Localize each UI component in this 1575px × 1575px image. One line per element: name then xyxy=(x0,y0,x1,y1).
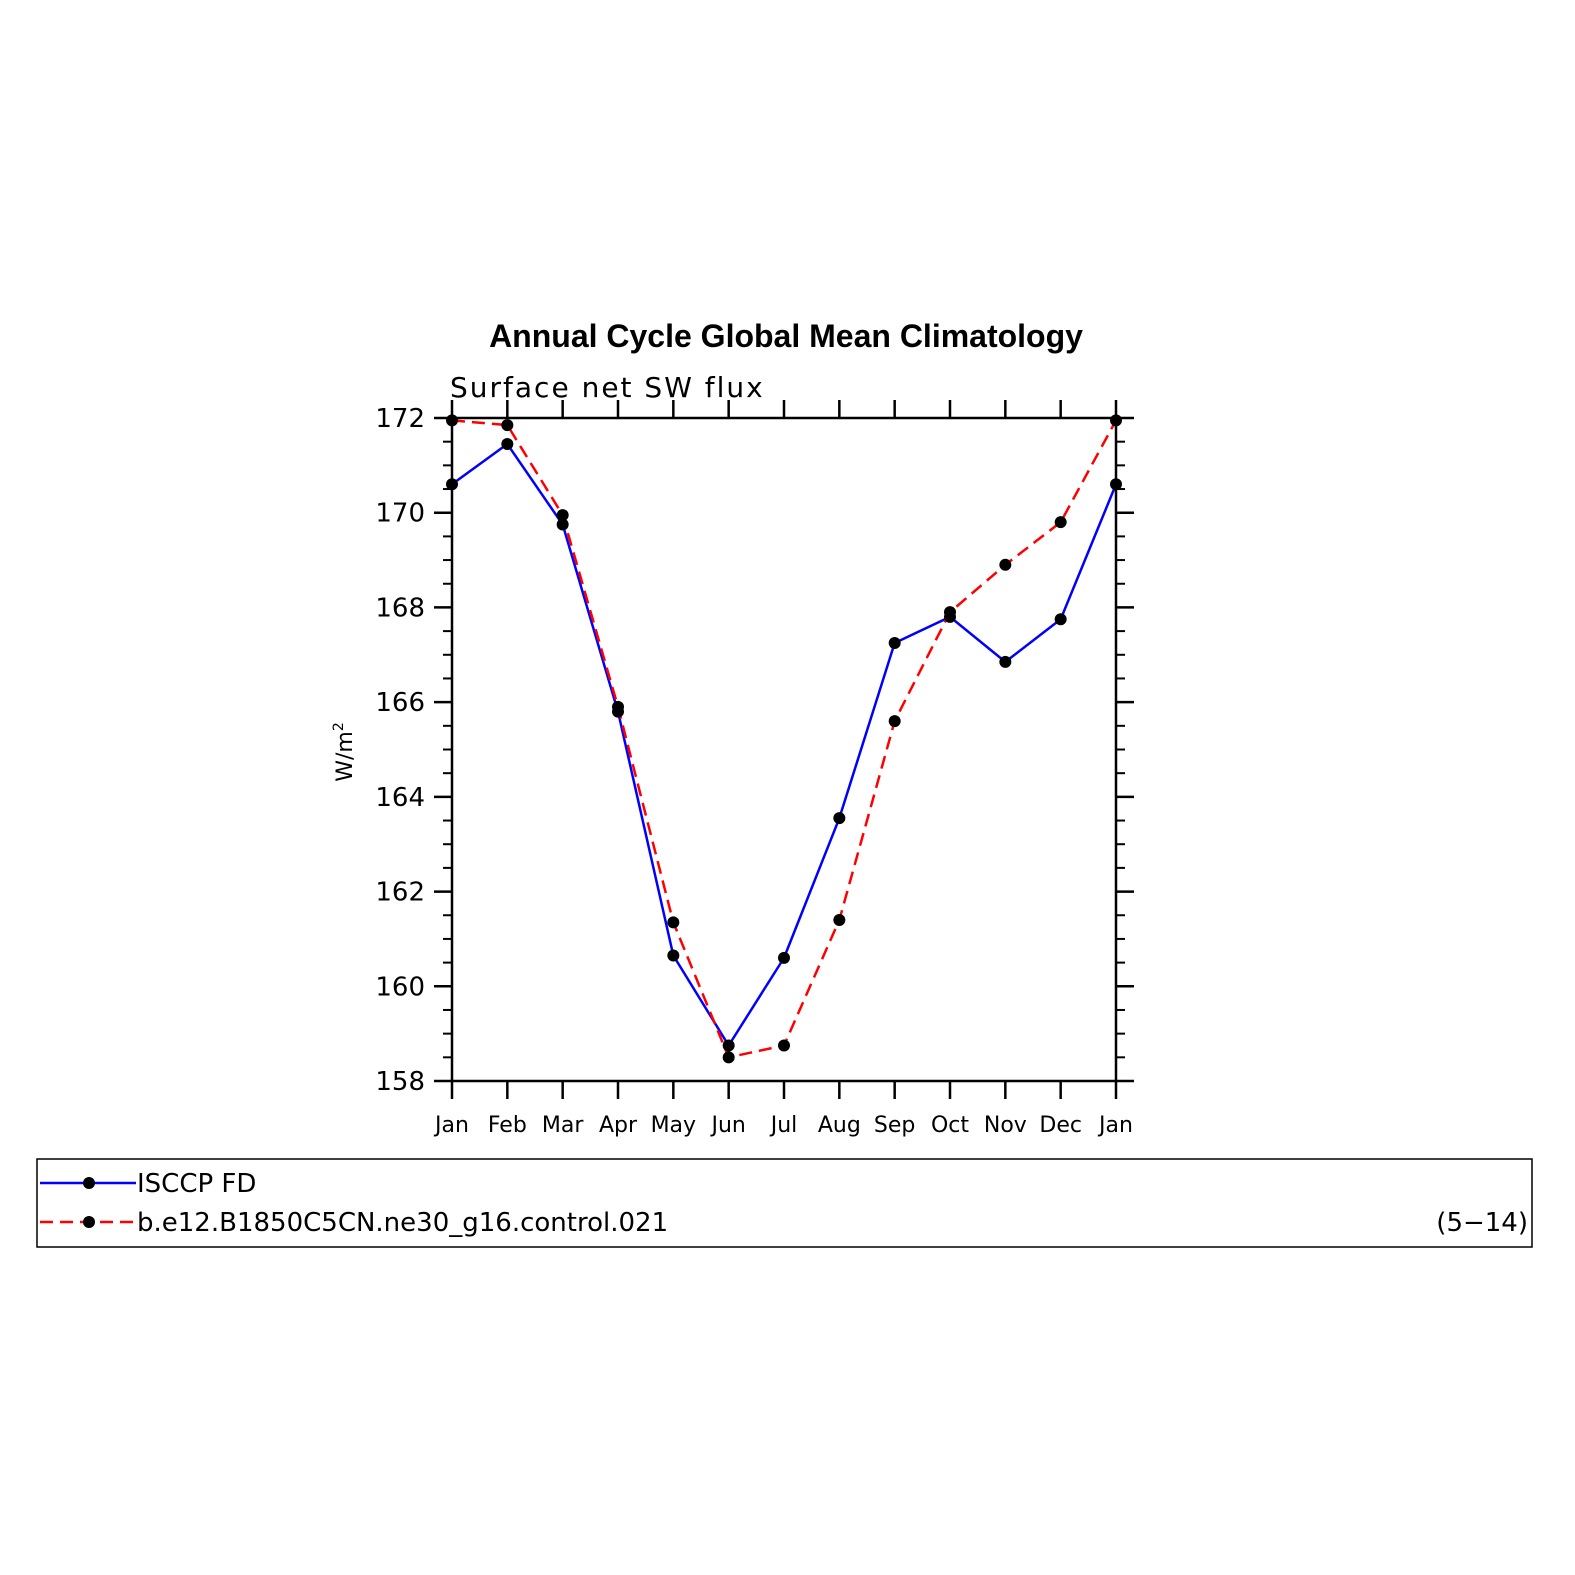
data-point-1 xyxy=(1054,516,1067,529)
data-point-0 xyxy=(1054,613,1067,626)
y-axis-label-sup: 2 xyxy=(331,722,347,731)
x-tick-label: Nov xyxy=(984,1113,1027,1138)
y-tick-label: 168 xyxy=(375,593,425,623)
x-tick-label: Jan xyxy=(433,1113,469,1138)
data-point-1 xyxy=(667,916,680,929)
legend-label-model: b.e12.B1850C5CN.ne30_g16.control.021 xyxy=(137,1208,668,1238)
chart-title: Annual Cycle Global Mean Climatology xyxy=(489,318,1083,354)
legend: ISCCP FD b.e12.B1850C5CN.ne30_g16.contro… xyxy=(36,1158,1533,1248)
data-point-1 xyxy=(722,1051,735,1064)
y-tick-label: 170 xyxy=(375,499,425,529)
data-point-1 xyxy=(612,700,624,713)
x-tick-label: May xyxy=(651,1113,696,1138)
data-point-1 xyxy=(778,1039,790,1052)
data-point-0 xyxy=(888,636,901,649)
svg-text:W/m2: W/m2 xyxy=(331,722,358,782)
legend-box xyxy=(36,1158,1533,1248)
x-tick-label: Jun xyxy=(709,1113,745,1138)
data-point-1 xyxy=(999,558,1012,571)
legend-label-isccp: ISCCP FD xyxy=(137,1169,256,1199)
plot-frame xyxy=(450,416,1118,1083)
data-point-0 xyxy=(833,812,846,825)
y-tick-label: 166 xyxy=(375,688,425,718)
data-point-1 xyxy=(944,606,956,619)
series-layer xyxy=(446,414,1122,1064)
y-tick-label: 164 xyxy=(375,783,425,813)
chart-subtitle: Surface net SW flux xyxy=(450,371,765,404)
data-point-0 xyxy=(778,951,790,964)
y-axis-label-text: W/m xyxy=(333,731,358,782)
x-tick-label: Dec xyxy=(1039,1113,1082,1138)
legend-entry-isccp: ISCCP FD xyxy=(40,1169,256,1199)
data-point-0 xyxy=(999,655,1012,668)
y-tick-label: 162 xyxy=(375,878,425,908)
y-tick-label: 160 xyxy=(375,972,425,1002)
data-point-0 xyxy=(501,438,514,451)
data-point-0 xyxy=(556,518,569,531)
legend-note: (5−14) xyxy=(1436,1208,1528,1238)
legend-entry-model: b.e12.B1850C5CN.ne30_g16.control.021 xyxy=(40,1208,668,1238)
x-tick-label: Mar xyxy=(542,1113,584,1138)
data-point-1 xyxy=(556,509,569,522)
x-tick-label: Jan xyxy=(1097,1113,1133,1138)
data-point-0 xyxy=(667,949,680,962)
x-tick-label: Jul xyxy=(769,1113,798,1138)
data-point-1 xyxy=(833,913,846,926)
y-axis-label: W/m2 xyxy=(331,722,358,782)
data-point-0 xyxy=(722,1039,735,1052)
y-tick-label: 158 xyxy=(375,1067,425,1097)
data-point-1 xyxy=(888,715,901,728)
x-tick-label: Apr xyxy=(599,1113,638,1138)
legend-marker-isccp xyxy=(83,1177,95,1189)
x-tick-label: Feb xyxy=(488,1113,527,1138)
x-tick-label: Sep xyxy=(874,1113,915,1138)
x-tick-label: Aug xyxy=(818,1113,861,1138)
data-point-1 xyxy=(501,419,514,432)
x-tick-label: Oct xyxy=(931,1113,969,1138)
tick-layer: 158 160 162 164 166 168 170 172 Jan Feb Mar Apr May J… xyxy=(375,400,1134,1138)
y-tick-label: 172 xyxy=(375,404,425,434)
legend-marker-model xyxy=(83,1216,95,1228)
